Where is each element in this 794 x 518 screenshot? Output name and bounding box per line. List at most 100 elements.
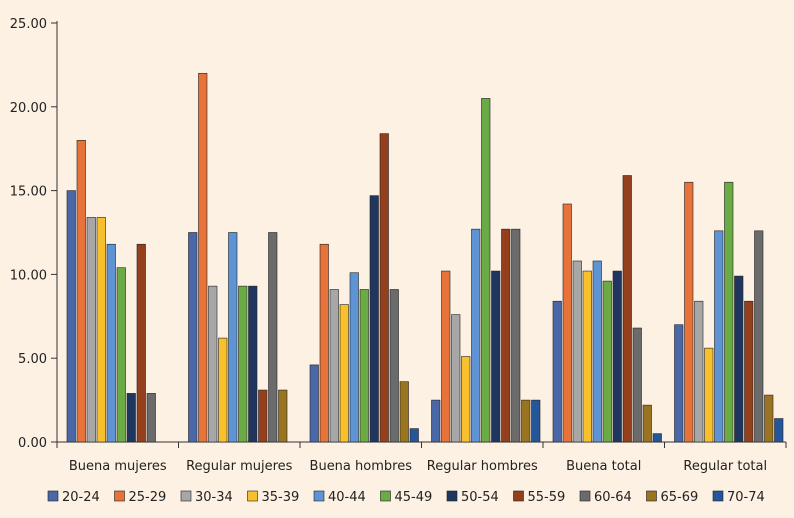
bar-25-29-regular-mujeres: [198, 72, 208, 443]
legend-swatch-70-74: [712, 490, 724, 502]
category-label: Regular hombres: [427, 459, 538, 474]
bar-60-64-buena-hombres: [389, 289, 399, 443]
bar-55-59-regular-total: [744, 300, 754, 443]
bar-30-34-regular-total: [694, 300, 704, 443]
bar-20-24-regular-mujeres: [188, 232, 198, 443]
y-tick-label: 0.00: [18, 436, 47, 451]
bar-45-49-buena-total: [602, 280, 612, 443]
bar-35-39-regular-mujeres: [218, 337, 228, 443]
bar-55-59-buena-total: [622, 175, 632, 443]
axes: 0.00 5.00 10.00 15.00 20.00 25.00: [10, 17, 787, 451]
bar-25-29-buena-total: [562, 203, 572, 443]
bar-55-59-buena-hombres: [379, 133, 389, 443]
legend-label-30-34: 30-34: [195, 490, 233, 505]
bar-20-24-buena-mujeres: [66, 190, 76, 443]
bar-65-69-buena-hombres: [399, 381, 409, 443]
bar-50-54-buena-total: [612, 270, 622, 443]
legend-swatch-60-64: [579, 490, 591, 502]
bar-45-49-buena-mujeres: [116, 267, 126, 443]
bar-70-74-buena-hombres: [409, 428, 419, 443]
bar-45-49-regular-total: [724, 181, 734, 443]
bar-55-59-regular-hombres: [501, 228, 511, 443]
bar-20-24-regular-hombres: [431, 399, 441, 443]
legend-label-70-74: 70-74: [727, 490, 765, 505]
bar-55-59-buena-mujeres: [136, 243, 146, 443]
bar-40-44-buena-total: [592, 260, 602, 443]
bar-65-69-buena-total: [642, 404, 652, 443]
bar-35-39-regular-total: [704, 347, 714, 443]
bar-25-29-regular-hombres: [441, 270, 451, 443]
bar-25-29-buena-hombres: [319, 243, 329, 443]
category-label: Buena total: [566, 459, 641, 474]
legend-swatch-30-34: [180, 490, 192, 502]
bar-40-44-regular-hombres: [471, 228, 481, 443]
bar-65-69-regular-mujeres: [278, 389, 288, 443]
category-label: Regular total: [683, 459, 767, 474]
legend-swatch-45-49: [380, 490, 391, 502]
bar-50-54-buena-mujeres: [126, 393, 136, 443]
bar-50-54-regular-hombres: [491, 270, 501, 443]
bar-30-34-regular-mujeres: [208, 285, 218, 443]
bar-25-29-buena-mujeres: [76, 140, 86, 443]
bar-70-74-regular-total: [774, 418, 784, 443]
legend-label-55-59: 55-59: [528, 490, 566, 505]
legend-label-25-29: 25-29: [129, 490, 167, 505]
bar-45-49-regular-hombres: [481, 98, 491, 443]
bar-40-44-buena-hombres: [349, 272, 359, 443]
y-tick-label: 20.00: [10, 101, 47, 116]
legend-label-45-49: 45-49: [395, 490, 433, 505]
legend-swatch-40-44: [313, 490, 325, 502]
y-tick-label: 10.00: [10, 268, 47, 283]
bar-60-64-regular-total: [754, 230, 764, 443]
bar-55-59-regular-mujeres: [258, 389, 268, 443]
bar-20-24-buena-total: [552, 300, 562, 443]
bar-70-74-buena-total: [652, 433, 662, 443]
bar-40-44-regular-total: [714, 230, 724, 443]
category-label: Buena mujeres: [69, 459, 167, 474]
y-tick-label: 15.00: [10, 185, 47, 200]
bar-50-54-regular-total: [734, 275, 744, 443]
legend-swatch-55-59: [513, 490, 524, 502]
bar-20-24-regular-total: [674, 324, 684, 443]
bar-65-69-regular-hombres: [521, 399, 531, 443]
y-tick-label: 5.00: [18, 352, 47, 367]
legend-label-60-64: 60-64: [594, 490, 632, 505]
bar-35-39-buena-mujeres: [96, 217, 106, 443]
legend-swatch-50-54: [446, 490, 458, 502]
bars: [66, 72, 784, 443]
legend-label-40-44: 40-44: [328, 490, 366, 505]
bar-70-74-regular-hombres: [531, 399, 541, 443]
legend: 20-24 25-29 30-34 35-39 40-44 45-49 50-54 55-59…: [47, 490, 765, 505]
legend-label-35-39: 35-39: [262, 490, 300, 505]
bar-60-64-regular-mujeres: [268, 232, 278, 443]
bar-60-64-buena-mujeres: [146, 393, 156, 443]
category-label: Regular mujeres: [186, 459, 293, 474]
legend-swatch-25-29: [114, 490, 125, 502]
bar-30-34-buena-hombres: [329, 289, 339, 443]
bar-40-44-regular-mujeres: [228, 232, 238, 443]
bar-35-39-buena-total: [582, 270, 592, 443]
legend-label-65-69: 65-69: [661, 490, 699, 505]
legend-swatch-20-24: [47, 490, 59, 502]
bar-65-69-regular-total: [764, 394, 774, 443]
bar-35-39-buena-hombres: [339, 304, 349, 443]
category-label: Buena hombres: [310, 459, 413, 474]
bar-60-64-buena-total: [632, 327, 642, 443]
legend-swatch-65-69: [646, 490, 657, 502]
bar-25-29-regular-total: [684, 181, 694, 443]
legend-label-20-24: 20-24: [62, 490, 100, 505]
legend-label-50-54: 50-54: [461, 490, 499, 505]
bar-20-24-buena-hombres: [309, 364, 319, 443]
y-tick-label: 25.00: [10, 17, 47, 32]
bar-50-54-regular-mujeres: [248, 285, 258, 443]
bar-60-64-regular-hombres: [511, 228, 521, 443]
bar-30-34-buena-total: [572, 260, 582, 443]
bar-50-54-buena-hombres: [369, 195, 379, 443]
bar-45-49-regular-mujeres: [238, 285, 248, 443]
bar-30-34-buena-mujeres: [86, 217, 96, 443]
bar-45-49-buena-hombres: [359, 289, 369, 443]
bar-35-39-regular-hombres: [461, 356, 471, 443]
bar-40-44-buena-mujeres: [106, 243, 116, 443]
legend-swatch-35-39: [247, 490, 258, 502]
